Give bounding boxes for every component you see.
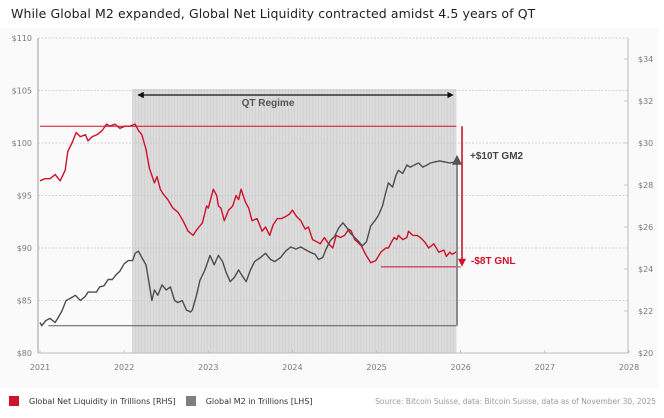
- qt-regime-label: QT Regime: [242, 98, 295, 109]
- net-liquidity-line: [39, 123, 458, 264]
- legend-item-net-liquidity[interactable]: Global Net Liquidity in Trillions [RHS]: [9, 396, 176, 406]
- y-right-tick-label: $30: [638, 139, 653, 148]
- source-note: Source: Bitcoin Suisse, data: Bitcoin Su…: [375, 397, 656, 406]
- annotations: QT Regime +$10T GM2 -$8T GNL: [137, 91, 524, 326]
- axes: $80 $85 $90 $95 $100 $105 $110 $20 $22 $24 $26 $28 $…: [12, 34, 654, 372]
- x-tick-label: 2021: [30, 363, 50, 372]
- y-left-tick-label: $90: [17, 244, 32, 253]
- y-left-tick-label: $95: [17, 192, 32, 201]
- series-lines: [39, 123, 458, 327]
- y-right-tick-label: $20: [638, 349, 653, 358]
- y-left-tick-label: $100: [12, 139, 32, 148]
- y-left-tick-label: $80: [17, 349, 32, 358]
- y-right-tick-label: $34: [638, 55, 653, 64]
- legend-item-m2[interactable]: Global M2 in Trillions [LHS]: [185, 396, 313, 406]
- y-left-tick-label: $110: [12, 34, 32, 43]
- y-right-tick-label: $26: [638, 223, 653, 232]
- y-right-tick-label: $24: [638, 265, 653, 274]
- y-right-tick-label: $28: [638, 181, 653, 190]
- x-tick-label: 2022: [114, 363, 134, 372]
- x-tick-label: 2026: [451, 363, 471, 372]
- x-tick-label: 2023: [198, 363, 218, 372]
- legend-swatch-net-liquidity: [9, 396, 19, 406]
- legend-label-m2: Global M2 in Trillions [LHS]: [205, 396, 313, 406]
- y-right-tick-label: $32: [638, 97, 653, 106]
- y-right-tick-label: $22: [638, 307, 653, 316]
- x-tick-label: 2027: [535, 363, 555, 372]
- legend: Global Net Liquidity in Trillions [RHS] …: [9, 396, 323, 406]
- qt-regime-shading: [132, 89, 457, 353]
- gm2-change-label: +$10T GM2: [470, 151, 524, 162]
- y-left-tick-label: $85: [17, 297, 32, 306]
- x-tick-label: 2024: [282, 363, 302, 372]
- m2-line: [39, 160, 458, 327]
- x-tick-label: 2025: [366, 363, 386, 372]
- y-left-tick-label: $105: [12, 87, 32, 96]
- gnl-change-label: -$8T GNL: [471, 256, 515, 267]
- legend-label-net-liquidity: Global Net Liquidity in Trillions [RHS]: [29, 396, 176, 406]
- legend-swatch-m2: [185, 396, 196, 406]
- x-tick-label: 2028: [619, 363, 639, 372]
- chart-title: While Global M2 expanded, Global Net Liq…: [11, 6, 536, 21]
